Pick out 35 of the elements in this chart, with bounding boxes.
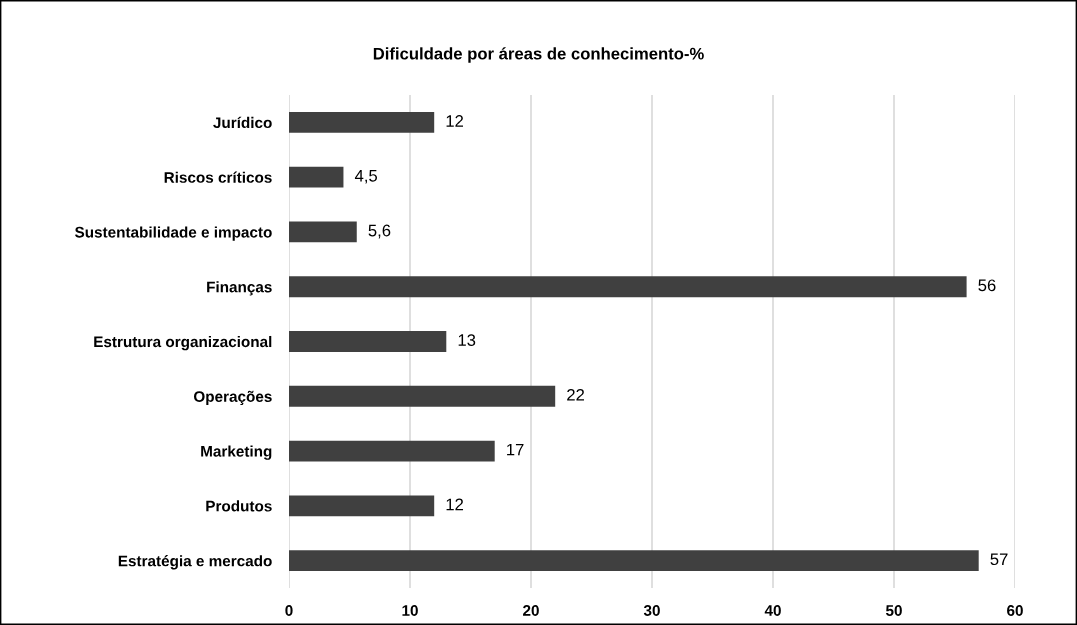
y-tick-label: Sustentabilidade e impacto [74,226,272,241]
y-tick-label: Finanças [207,281,272,296]
data-label: 4,5 [354,170,378,184]
data-label: 13 [458,334,476,346]
bar [289,166,344,188]
x-tick-label: 40 [764,605,781,616]
y-tick-label: Marketing [201,445,272,460]
data-label: 56 [978,279,996,292]
data-label: 5,6 [368,224,391,239]
y-tick-label: Operações [193,390,272,405]
y-tick-label: Riscos críticos [164,171,272,183]
x-tick-label: 50 [885,605,902,616]
x-tick-label: 10 [402,605,418,616]
bar [289,331,447,352]
x-tick-label: 0 [285,605,293,616]
y-tick-label: Estratégia e mercado [118,555,272,570]
bar [289,385,556,407]
bar [289,440,495,462]
bar [289,276,967,298]
data-label: 22 [567,388,585,401]
x-tick-label: 60 [1007,605,1023,616]
data-label: 12 [446,498,464,511]
bar [289,550,979,572]
bar [289,495,435,517]
data-label: 12 [446,115,464,127]
data-label: 57 [990,553,1008,566]
y-tick-label: Produtos [206,500,272,512]
chart-title: Dificuldade por áreas de conhecimento-% [373,47,704,63]
bar [289,221,357,243]
x-tick-label: 20 [523,605,539,616]
data-label: 17 [507,443,524,456]
y-tick-label: Jurídico [213,116,272,129]
y-tick-label: Estrutura organizacional [94,335,272,351]
bar [289,111,435,133]
x-tick-label: 30 [643,605,660,616]
